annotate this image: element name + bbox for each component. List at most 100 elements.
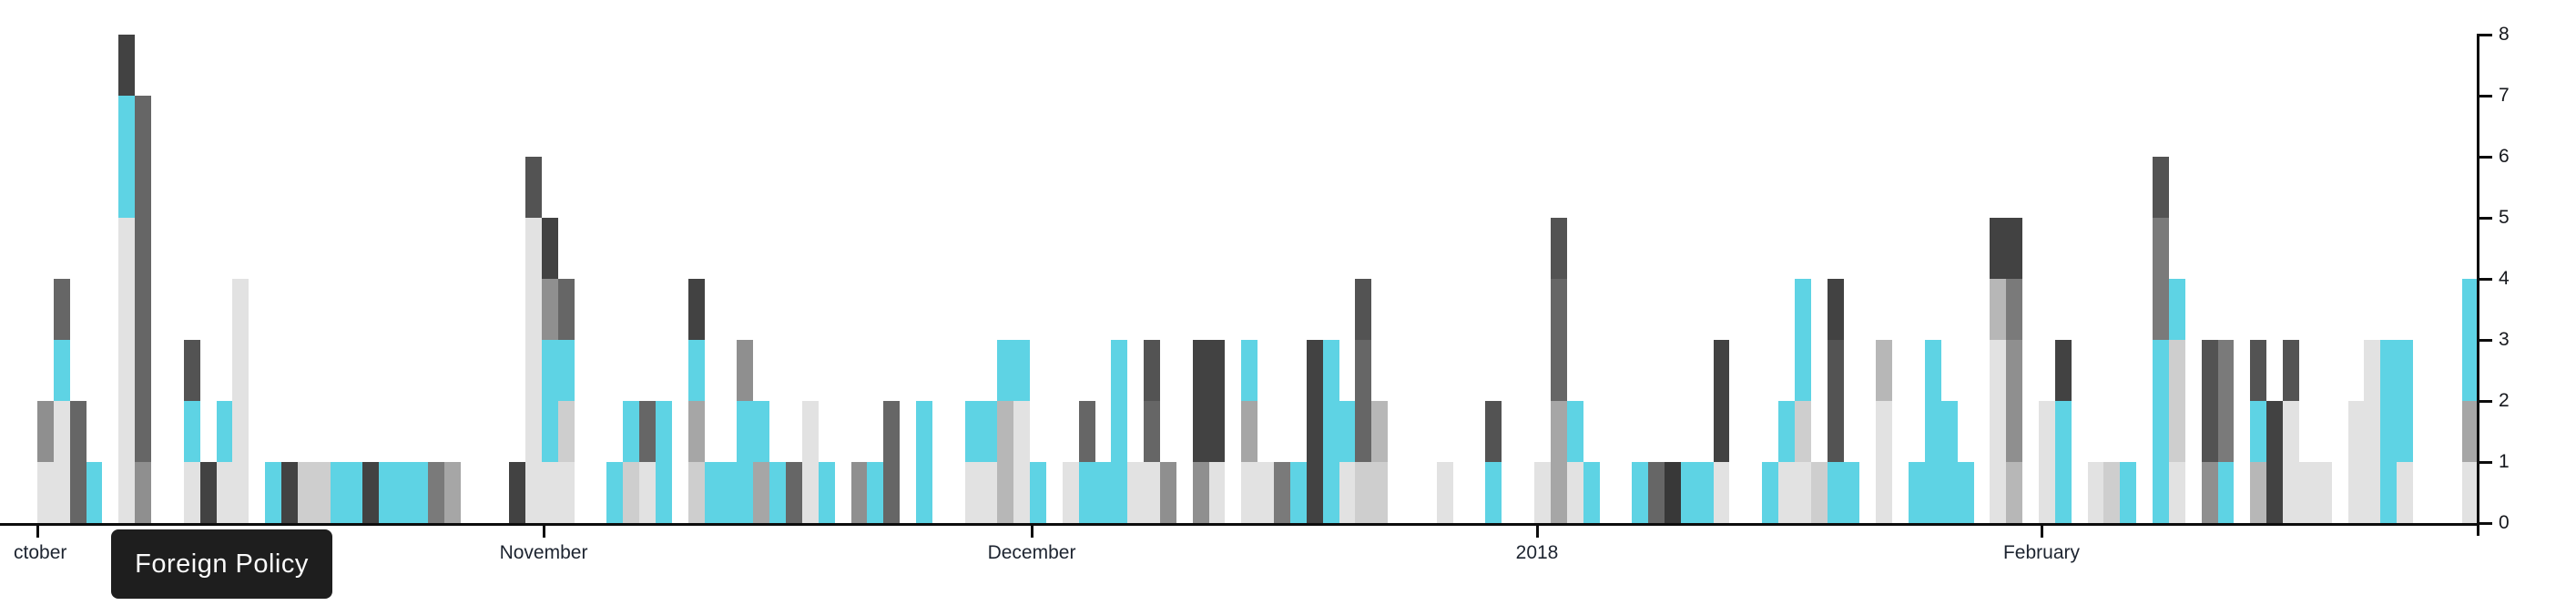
bar-segment[interactable] <box>656 401 672 523</box>
bar-segment[interactable] <box>1648 462 1665 523</box>
bar-segment[interactable] <box>183 401 200 462</box>
bar-segment[interactable] <box>1306 340 1323 523</box>
bar-segment[interactable] <box>623 401 640 462</box>
bar-segment[interactable] <box>1696 462 1714 523</box>
bar-segment[interactable] <box>2397 340 2413 462</box>
bar-segment[interactable] <box>606 462 624 523</box>
bar-segment[interactable] <box>2461 462 2479 523</box>
bar-segment[interactable] <box>753 401 770 462</box>
bar-segment[interactable] <box>297 462 314 523</box>
bar-segment[interactable] <box>1957 462 1974 523</box>
bar-segment[interactable] <box>981 462 998 523</box>
bar-segment[interactable] <box>801 401 819 523</box>
bar-segment[interactable] <box>1924 340 1941 523</box>
bar-segment[interactable] <box>541 218 558 279</box>
bar-segment[interactable] <box>2364 340 2381 523</box>
bar-segment[interactable] <box>1274 462 1290 523</box>
bar-segment[interactable] <box>1909 462 1925 523</box>
bar-segment[interactable] <box>216 401 233 462</box>
bar-segment[interactable] <box>1192 340 1209 462</box>
bar-segment[interactable] <box>69 401 87 523</box>
bar-segment[interactable] <box>2006 279 2023 340</box>
bar-segment[interactable] <box>135 462 152 523</box>
bar-segment[interactable] <box>135 96 152 462</box>
bar-segment[interactable] <box>1876 401 1893 523</box>
bar-segment[interactable] <box>1289 462 1307 523</box>
bar-segment[interactable] <box>2315 462 2332 523</box>
bar-segment[interactable] <box>1990 279 2007 340</box>
bar-segment[interactable] <box>1322 340 1339 523</box>
bar-segment[interactable] <box>2283 401 2299 523</box>
bar-segment[interactable] <box>118 218 136 523</box>
bar-segment[interactable] <box>1632 462 1649 523</box>
bar-segment[interactable] <box>216 462 233 523</box>
bar-segment[interactable] <box>883 401 901 523</box>
bar-segment[interactable] <box>1355 340 1372 462</box>
bar-segment[interactable] <box>53 340 70 401</box>
bar-segment[interactable] <box>1257 462 1275 523</box>
bar-segment[interactable] <box>964 401 982 462</box>
bar-segment[interactable] <box>704 462 721 523</box>
bar-segment[interactable] <box>687 279 705 340</box>
bar-segment[interactable] <box>2397 462 2413 523</box>
bar-segment[interactable] <box>1778 401 1795 462</box>
bar-segment[interactable] <box>2217 462 2235 523</box>
bar-segment[interactable] <box>53 401 70 523</box>
bar-segment[interactable] <box>1078 462 1095 523</box>
bar-segment[interactable] <box>2054 340 2072 401</box>
bar-segment[interactable] <box>362 462 380 523</box>
bar-segment[interactable] <box>1013 401 1031 523</box>
bar-segment[interactable] <box>1339 401 1356 462</box>
bar-segment[interactable] <box>1371 401 1389 462</box>
bar-segment[interactable] <box>997 340 1014 401</box>
bar-segment[interactable] <box>639 462 657 523</box>
bar-segment[interactable] <box>1794 279 1811 401</box>
bar-segment[interactable] <box>2298 462 2316 523</box>
bar-segment[interactable] <box>1062 462 1079 523</box>
bar-segment[interactable] <box>1713 462 1730 523</box>
bar-segment[interactable] <box>2006 218 2023 279</box>
bar-segment[interactable] <box>737 340 754 401</box>
bar-segment[interactable] <box>623 462 640 523</box>
bar-segment[interactable] <box>687 401 705 462</box>
bar-segment[interactable] <box>1713 340 1730 462</box>
bar-segment[interactable] <box>412 462 428 523</box>
bar-segment[interactable] <box>1013 340 1031 401</box>
bar-segment[interactable] <box>687 462 705 523</box>
bar-segment[interactable] <box>1111 340 1128 523</box>
bar-segment[interactable] <box>118 35 136 96</box>
bar-segment[interactable] <box>346 462 363 523</box>
bar-segment[interactable] <box>183 340 200 401</box>
bar-segment[interactable] <box>2153 218 2169 340</box>
bar-segment[interactable] <box>2120 462 2137 523</box>
bar-segment[interactable] <box>265 462 282 523</box>
bar-segment[interactable] <box>1680 462 1697 523</box>
bar-segment[interactable] <box>1843 462 1860 523</box>
bar-segment[interactable] <box>1355 462 1372 523</box>
bar-segment[interactable] <box>1794 462 1811 523</box>
bar-segment[interactable] <box>1778 462 1795 523</box>
bar-segment[interactable] <box>2461 279 2479 401</box>
bar-segment[interactable] <box>1550 218 1567 279</box>
bar-segment[interactable] <box>1583 462 1600 523</box>
bar-segment[interactable] <box>1665 462 1681 523</box>
bar-segment[interactable] <box>2168 279 2185 340</box>
bar-segment[interactable] <box>1339 462 1356 523</box>
bar-segment[interactable] <box>1940 401 1958 523</box>
bar-segment[interactable] <box>981 401 998 462</box>
bar-segment[interactable] <box>37 462 54 523</box>
bar-segment[interactable] <box>2250 340 2267 401</box>
bar-segment[interactable] <box>1208 340 1226 462</box>
bar-segment[interactable] <box>1436 462 1453 523</box>
bar-segment[interactable] <box>769 462 786 523</box>
bar-segment[interactable] <box>557 279 575 340</box>
bar-segment[interactable] <box>2006 340 2023 462</box>
bar-segment[interactable] <box>557 462 575 523</box>
bar-segment[interactable] <box>1990 340 2007 523</box>
bar-segment[interactable] <box>2168 340 2185 462</box>
bar-segment[interactable] <box>525 157 542 218</box>
bar-segment[interactable] <box>1144 401 1161 462</box>
bar-segment[interactable] <box>1876 340 1893 401</box>
bar-segment[interactable] <box>1485 462 1502 523</box>
bar-segment[interactable] <box>786 462 802 523</box>
